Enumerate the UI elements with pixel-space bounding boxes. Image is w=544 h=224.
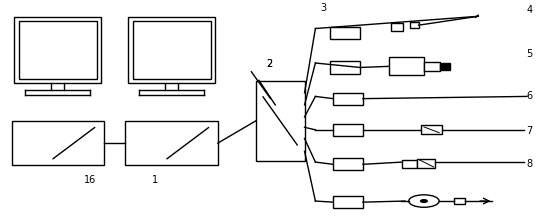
- Bar: [440, 63, 450, 70]
- Circle shape: [409, 195, 439, 207]
- Bar: [18, 21, 97, 79]
- Bar: [402, 160, 417, 168]
- Text: 16: 16: [84, 175, 96, 185]
- Text: 5: 5: [527, 49, 533, 59]
- Text: 2: 2: [266, 59, 273, 69]
- Bar: [133, 21, 211, 79]
- Bar: [14, 17, 101, 83]
- Bar: [333, 196, 363, 208]
- Bar: [424, 62, 440, 71]
- Text: 7: 7: [527, 126, 533, 136]
- Bar: [454, 198, 465, 204]
- Bar: [128, 17, 215, 83]
- Text: 2: 2: [266, 59, 273, 69]
- Bar: [330, 27, 360, 39]
- Bar: [333, 124, 363, 136]
- Text: 4: 4: [527, 5, 533, 15]
- Text: 3: 3: [320, 4, 326, 13]
- Bar: [256, 81, 305, 161]
- Bar: [410, 22, 418, 28]
- Bar: [333, 93, 363, 105]
- Text: 1: 1: [152, 175, 158, 185]
- Bar: [421, 125, 442, 134]
- Bar: [330, 61, 360, 74]
- Bar: [126, 121, 218, 166]
- Circle shape: [421, 200, 427, 202]
- Bar: [11, 121, 104, 166]
- Bar: [388, 58, 424, 75]
- Text: 8: 8: [527, 159, 533, 169]
- Text: 6: 6: [527, 91, 533, 101]
- Bar: [417, 159, 435, 168]
- Bar: [333, 158, 363, 170]
- Bar: [391, 23, 403, 31]
